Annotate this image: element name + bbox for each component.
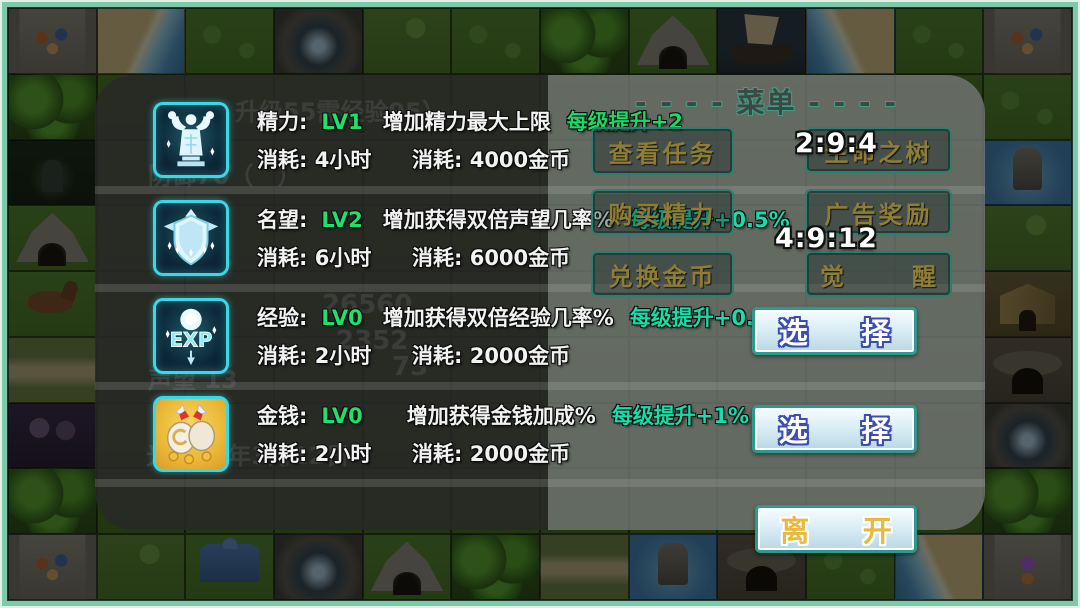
exp-icon: EXP [153,298,229,374]
row-level: LV1 [321,110,363,134]
leave-button[interactable]: 离 开 [755,505,917,553]
row-label: 经验: [257,306,308,330]
row-divider [95,479,985,487]
exchange-gold-button[interactable]: 兑换金币 [591,251,734,297]
view-tasks-button[interactable]: 查看任务 [591,127,734,175]
awaken-timer: 4:9:12 [775,223,878,254]
row-description: 增加获得双倍经验几率% [382,306,614,330]
row-cost-gold: 消耗: 2000金币 [412,442,571,466]
row-cost-time: 消耗: 2小时 [257,344,372,368]
ad-reward-button[interactable]: 广告奖励 [805,189,952,235]
menu-title-text: 菜单 [736,86,797,119]
money-icon [153,396,229,472]
energy-icon [153,102,229,178]
row-bonus: 每级提升+0.5% [629,208,790,232]
tree-of-life-timer: 2:9:4 [795,128,878,159]
row-cost-gold: 消耗: 2000金币 [412,344,571,368]
row-cost-gold: 消耗: 6000金币 [412,246,571,270]
row-cost-time: 消耗: 6小时 [257,246,372,270]
row-bonus: 每级提升+1% [611,404,750,428]
row-label: 金钱: [257,404,308,428]
row-level: LV0 [321,404,363,428]
row-label: 名望: [257,208,308,232]
row-description: 增加获得双倍声望几率% [382,208,614,232]
row-bonus: 每级提升+2 [566,110,683,134]
menu-title-dash-left: - - - - [635,86,725,119]
row-cost-time: 消耗: 2小时 [257,442,372,466]
row-description: 增加获得金钱加成% [406,404,596,428]
row-description: 增加精力最大上限 [382,110,551,134]
buy-energy-button[interactable]: 购买精力 [591,189,734,235]
row-level: LV0 [321,306,363,330]
menu-title: - - - - 菜单 - - - - [548,81,985,121]
exp-icon-text: EXP [170,329,213,352]
row-cost-gold: 消耗: 4000金币 [412,148,571,172]
fame-icon [153,200,229,276]
upgrade-menu-panel: 精力: LV1 增加精力最大上限 每级提升+2 消耗: 4小时 消耗: 4000… [95,75,985,553]
menu-section [548,75,985,530]
menu-title-dash-right: - - - - [808,86,898,119]
awaken-button[interactable]: 觉 醒 [805,251,952,297]
select-button-exp[interactable]: 选 择 [752,307,917,355]
row-label: 精力: [257,110,308,134]
tree-of-life-button[interactable]: 生命之树 [805,127,952,173]
select-button-money[interactable]: 选 择 [752,405,917,453]
row-divider [95,382,985,390]
row-divider [95,284,985,292]
row-level: LV2 [321,208,363,232]
row-divider [95,186,985,194]
row-cost-time: 消耗: 4小时 [257,148,372,172]
